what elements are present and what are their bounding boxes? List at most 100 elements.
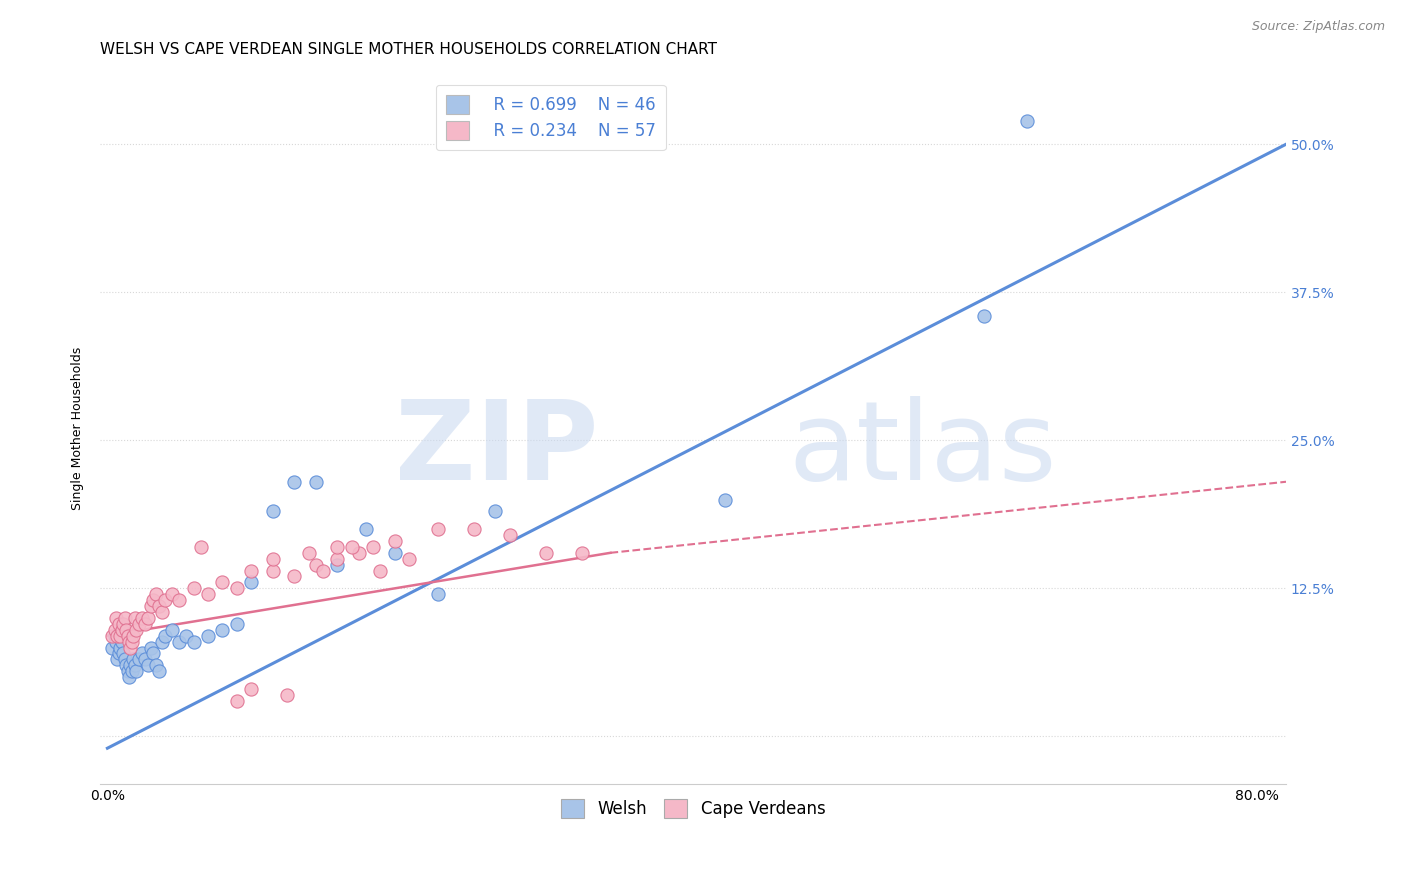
Legend: Welsh, Cape Verdeans: Welsh, Cape Verdeans: [554, 793, 832, 825]
Point: [128, 652, 150, 666]
Point: [124, 611, 146, 625]
Point: [118, 634, 141, 648]
Point: [111, 623, 134, 637]
Point: [534, 546, 557, 560]
Point: [105, 611, 128, 625]
Point: [283, 569, 305, 583]
Point: [114, 652, 136, 666]
Point: [117, 665, 139, 679]
Point: [714, 492, 737, 507]
Text: Source: ZipAtlas.com: Source: ZipAtlas.com: [1251, 20, 1385, 33]
Point: [370, 564, 392, 578]
Point: [347, 546, 370, 560]
Point: [240, 564, 263, 578]
Point: [326, 540, 349, 554]
Point: [107, 629, 129, 643]
Point: [190, 540, 212, 554]
Point: [169, 634, 191, 648]
Point: [225, 616, 247, 631]
Point: [122, 652, 145, 666]
Point: [363, 540, 385, 554]
Point: [100, 629, 122, 643]
Point: [499, 528, 522, 542]
Point: [240, 681, 263, 696]
Point: [108, 647, 131, 661]
Point: [145, 658, 167, 673]
Point: [120, 640, 142, 655]
Point: [176, 629, 198, 643]
Point: [134, 652, 156, 666]
Point: [121, 665, 143, 679]
Point: [225, 582, 247, 596]
Point: [148, 665, 170, 679]
Point: [118, 670, 141, 684]
Point: [111, 634, 134, 648]
Point: [326, 558, 349, 572]
Text: atlas: atlas: [787, 396, 1056, 503]
Point: [148, 599, 170, 613]
Point: [262, 551, 284, 566]
Point: [211, 623, 233, 637]
Point: [312, 564, 335, 578]
Point: [108, 616, 131, 631]
Point: [125, 623, 148, 637]
Point: [115, 623, 138, 637]
Point: [117, 629, 139, 643]
Point: [384, 533, 406, 548]
Point: [121, 634, 143, 648]
Point: [124, 658, 146, 673]
Point: [305, 475, 328, 489]
Point: [276, 688, 298, 702]
Point: [103, 629, 125, 643]
Point: [110, 629, 132, 643]
Point: [463, 522, 485, 536]
Point: [384, 546, 406, 560]
Point: [142, 647, 165, 661]
Point: [169, 593, 191, 607]
Point: [110, 640, 132, 655]
Point: [150, 605, 173, 619]
Point: [160, 587, 183, 601]
Point: [305, 558, 328, 572]
Point: [398, 551, 420, 566]
Point: [571, 546, 593, 560]
Y-axis label: Single Mother Households: Single Mother Households: [72, 347, 84, 510]
Point: [427, 587, 450, 601]
Point: [427, 522, 450, 536]
Point: [340, 540, 363, 554]
Point: [112, 616, 135, 631]
Point: [114, 611, 136, 625]
Point: [139, 599, 162, 613]
Point: [105, 634, 128, 648]
Point: [973, 309, 995, 323]
Point: [197, 629, 219, 643]
Point: [150, 634, 173, 648]
Point: [183, 582, 205, 596]
Point: [225, 694, 247, 708]
Point: [134, 616, 156, 631]
Point: [145, 587, 167, 601]
Point: [139, 640, 162, 655]
Point: [298, 546, 321, 560]
Point: [211, 575, 233, 590]
Point: [122, 629, 145, 643]
Point: [326, 551, 349, 566]
Point: [112, 647, 135, 661]
Point: [107, 652, 129, 666]
Point: [103, 623, 125, 637]
Point: [160, 623, 183, 637]
Point: [128, 616, 150, 631]
Point: [240, 575, 263, 590]
Point: [131, 647, 153, 661]
Text: ZIP: ZIP: [395, 396, 599, 503]
Point: [125, 665, 148, 679]
Point: [120, 658, 142, 673]
Point: [484, 504, 506, 518]
Point: [354, 522, 377, 536]
Point: [262, 504, 284, 518]
Point: [136, 658, 159, 673]
Point: [153, 629, 176, 643]
Point: [100, 640, 122, 655]
Point: [115, 658, 138, 673]
Point: [183, 634, 205, 648]
